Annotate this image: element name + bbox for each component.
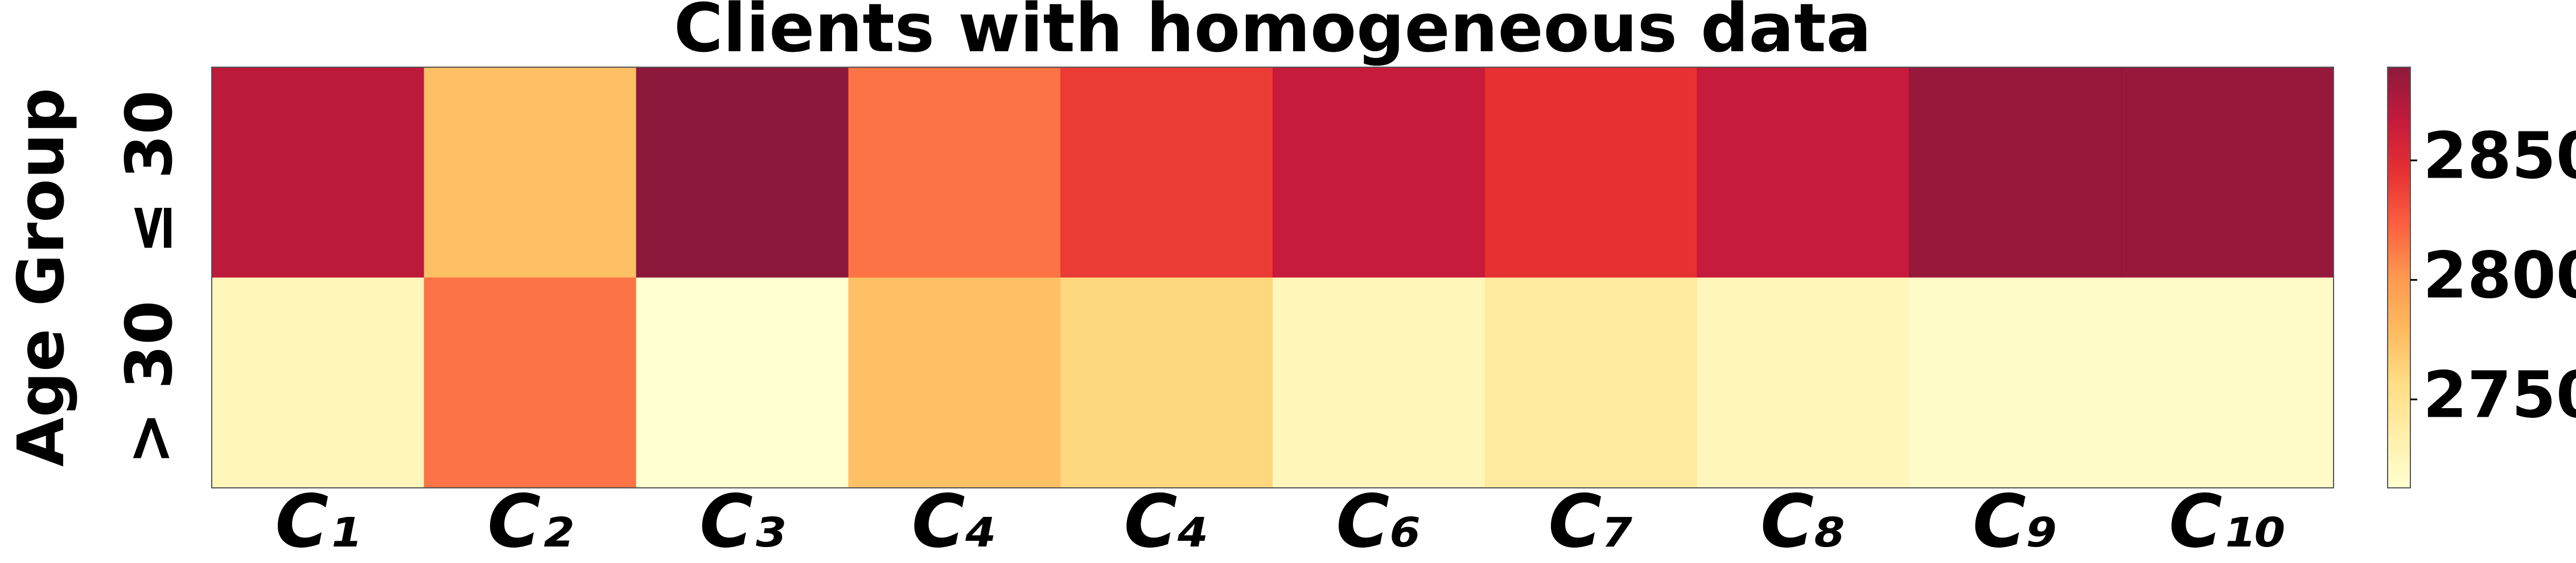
x-tick-label: C₂ [487, 479, 573, 563]
heatmap-cell [2121, 67, 2334, 278]
heatmap-cell [848, 277, 1061, 488]
heatmap-cell [636, 67, 849, 278]
colorbar [2387, 67, 2411, 488]
colorbar-tick-label: 2850 [2423, 120, 2576, 194]
heatmap-cell [1273, 67, 1485, 278]
x-tick-label: C₇ [1548, 479, 1633, 563]
heatmap-cell [1060, 67, 1273, 278]
heatmap-cell [212, 277, 425, 488]
plot-frame [211, 67, 2334, 488]
colorbar-tick-label: 2750 [2423, 358, 2576, 432]
x-tick-label: C₁₀ [2169, 479, 2286, 563]
chart-title: Clients with homogeneous data [674, 0, 1871, 67]
heatmap-cell [423, 277, 637, 488]
heatmap-cell [2121, 277, 2334, 488]
x-tick-label: C₆ [1336, 479, 1421, 563]
colorbar-tick-label: 2800 [2423, 239, 2576, 313]
heatmap-cell [1909, 277, 2122, 488]
x-tick-label: C₄ [1124, 479, 1209, 563]
x-tick-label: C₈ [1760, 479, 1846, 563]
y-tick-label: > 30 [113, 301, 187, 465]
x-tick-label: C₃ [699, 479, 785, 563]
y-tick-label: ≤ 30 [113, 90, 187, 254]
heatmap-cell [423, 67, 637, 278]
heatmap-cell [1909, 67, 2122, 278]
heatmap-cell [1697, 277, 1910, 488]
x-tick-label: C₁ [275, 479, 360, 563]
x-tick-label: C₉ [1973, 479, 2058, 563]
heatmap-cell [848, 67, 1061, 278]
heatmap-cell [1484, 67, 1698, 278]
x-tick-label: C₄ [912, 479, 997, 563]
heatmap-cell [1697, 67, 1910, 278]
heatmap-cell [1484, 277, 1698, 488]
heatmap-cell [1273, 277, 1485, 488]
heatmap-cell [212, 67, 425, 278]
y-axis-label: Age Group [5, 88, 79, 467]
heatmap-cell [636, 277, 849, 488]
heatmap-cell [1060, 277, 1273, 488]
